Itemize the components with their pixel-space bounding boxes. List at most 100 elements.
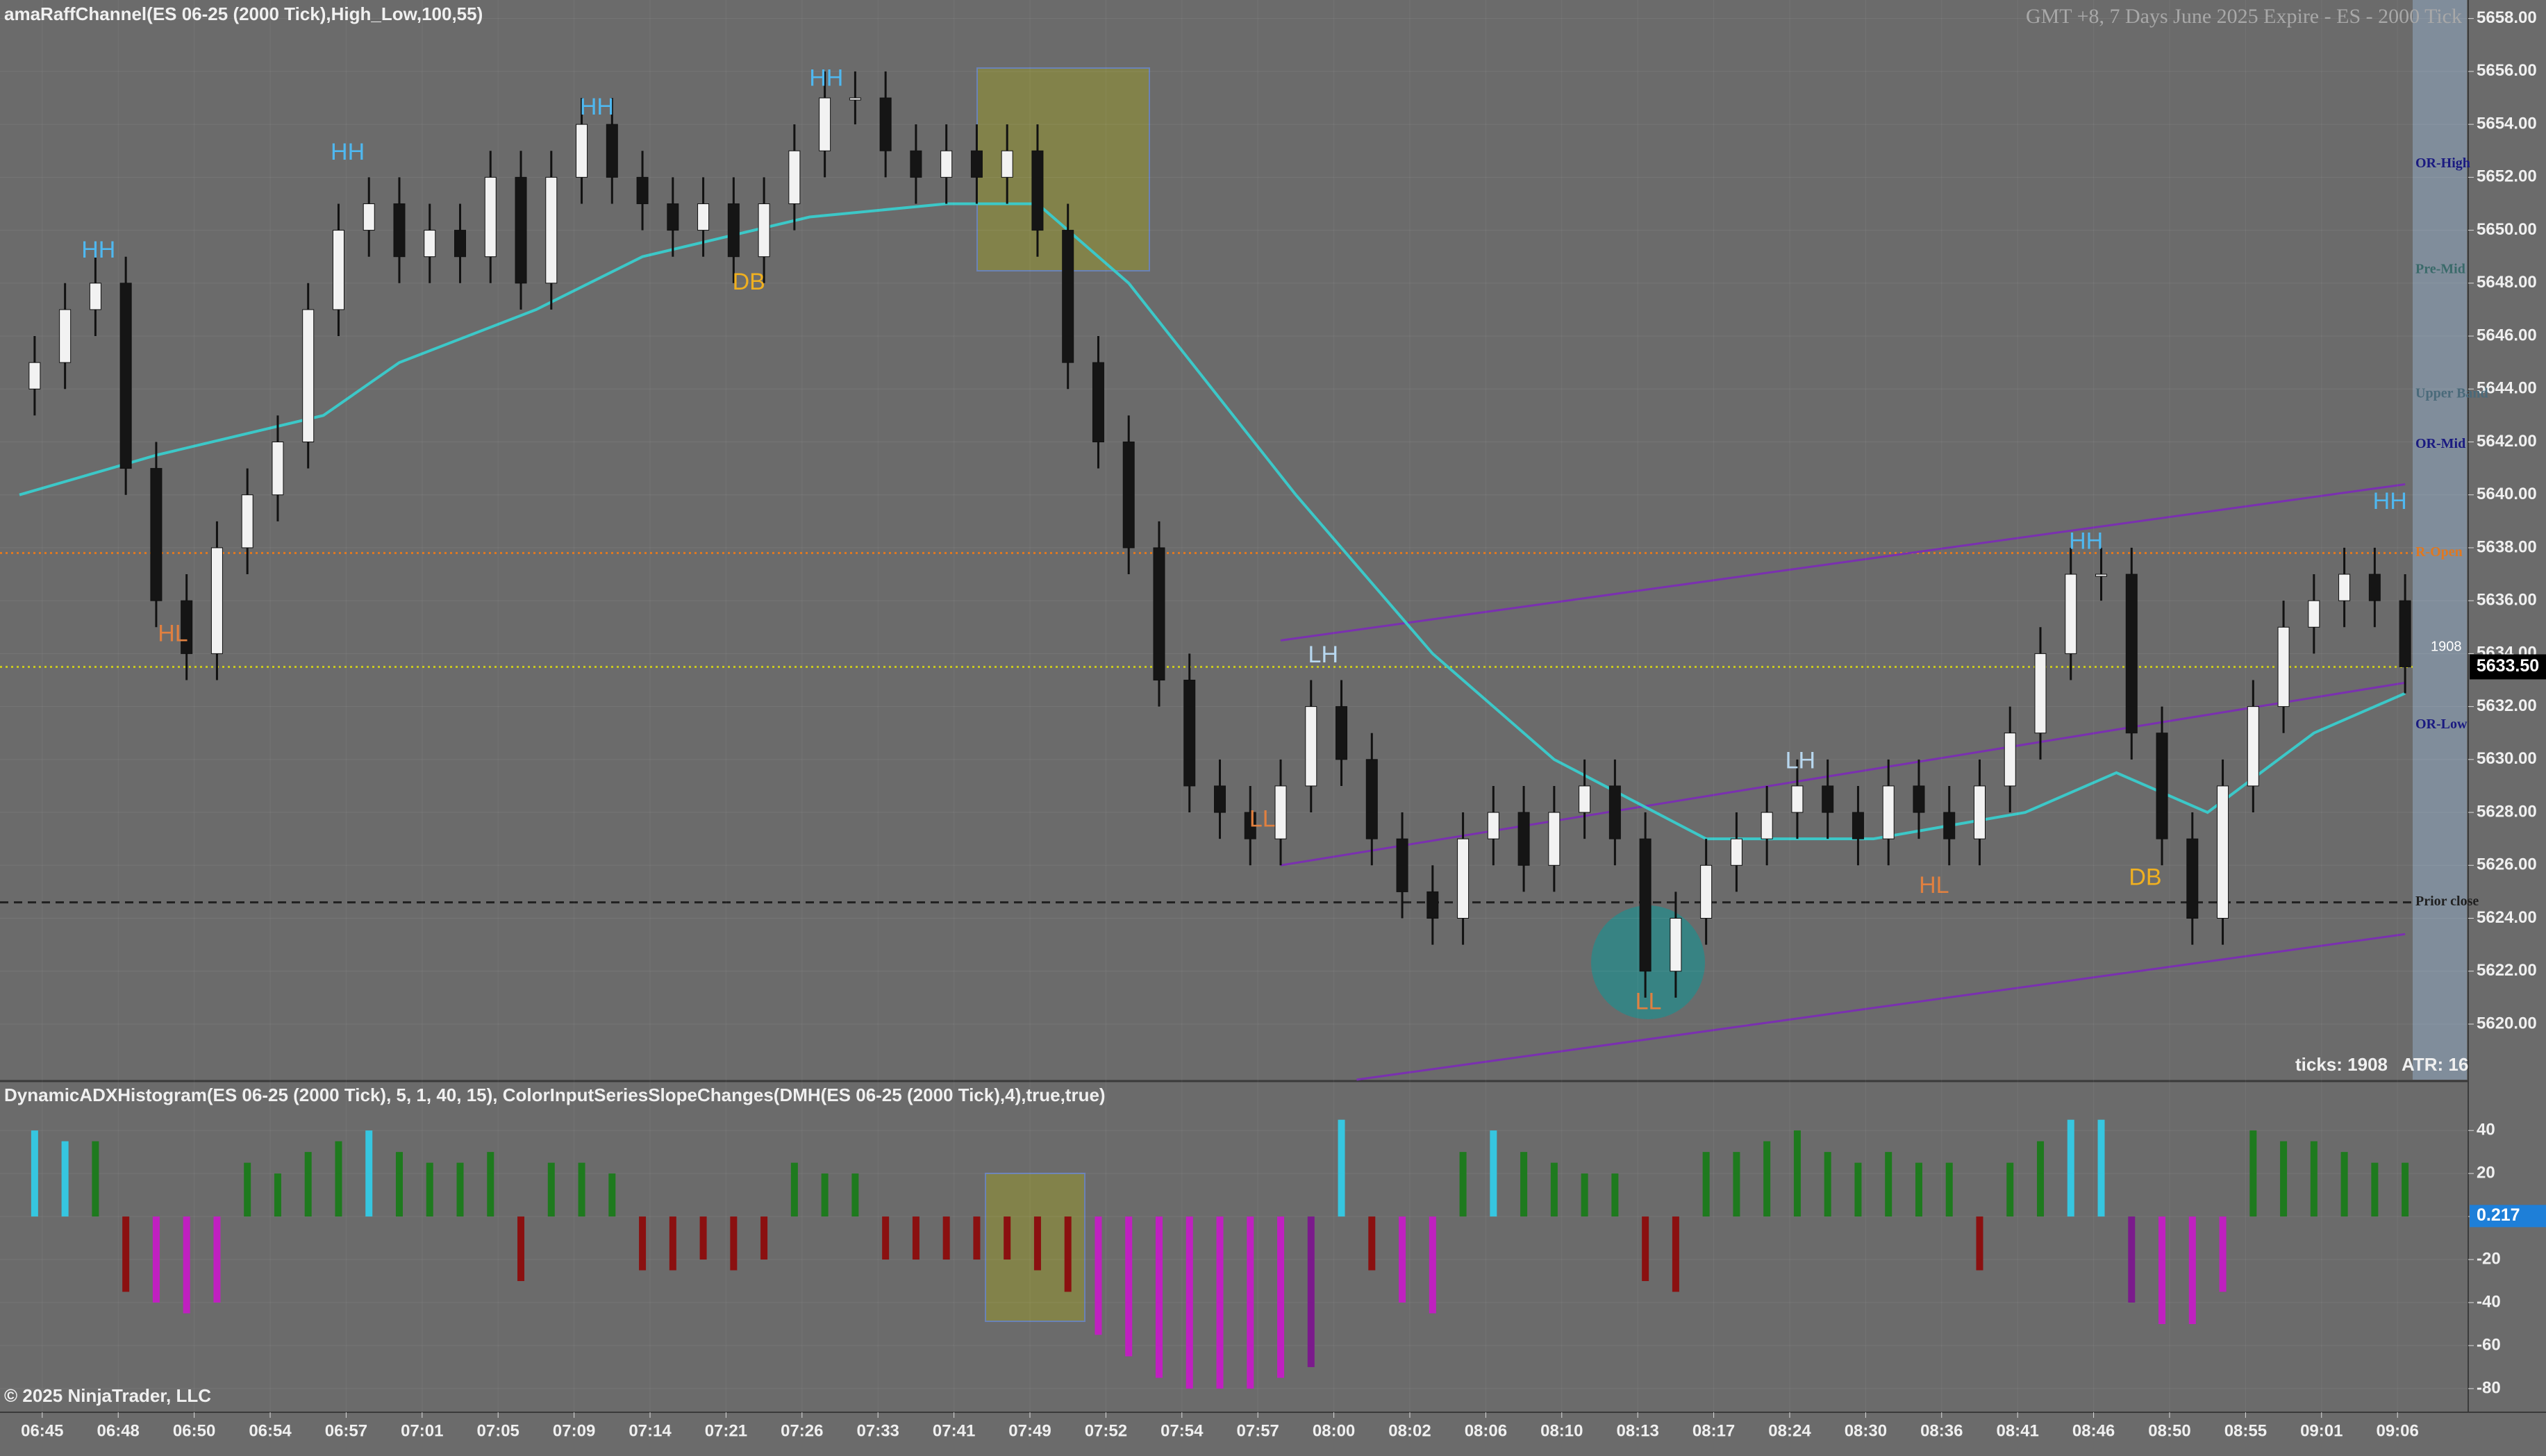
y-tick-label: 40 (2477, 1121, 2495, 1139)
candle-body (879, 97, 892, 151)
histogram-bar (426, 1162, 433, 1217)
swing-label: HH (81, 237, 115, 263)
y-tick-label: 5630.00 (2477, 749, 2537, 768)
x-tick-label: 07:57 (1237, 1421, 1279, 1440)
copyright: © 2025 NinjaTrader, LLC (4, 1385, 211, 1406)
x-tick-label: 09:06 (2376, 1421, 2418, 1440)
candle-body (241, 494, 253, 549)
candle-body (1913, 785, 1925, 813)
histogram-bar (2402, 1162, 2409, 1217)
histogram-bar (1429, 1216, 1436, 1314)
candle-body (393, 203, 406, 258)
candle-body (2308, 600, 2320, 628)
channel-line (1356, 932, 2406, 1081)
x-tick-label: 08:30 (1845, 1421, 1887, 1440)
histogram-bar (304, 1152, 312, 1217)
histogram-bar (2128, 1216, 2136, 1303)
candle-body (1973, 785, 1986, 839)
histogram-bar (1338, 1119, 1345, 1217)
histogram-bar (365, 1130, 373, 1217)
candle-body (2368, 574, 2381, 601)
histogram-bar (2280, 1141, 2288, 1217)
candle-body (910, 150, 922, 178)
histogram-bar (1763, 1141, 1771, 1217)
y-tick-label: 20 (2477, 1163, 2495, 1182)
level-label: R-Open (2415, 544, 2463, 560)
moving-average (19, 202, 2406, 841)
x-tick-label: 07:09 (553, 1421, 595, 1440)
histogram-bar (2249, 1130, 2257, 1217)
candle-body (1183, 679, 1196, 787)
channel-line (1280, 681, 2406, 867)
histogram-bar (2371, 1162, 2379, 1217)
histogram-bar (517, 1216, 525, 1282)
candle-body (1153, 547, 1165, 680)
histogram-bar (1307, 1216, 1315, 1367)
candle-body (424, 230, 436, 258)
histogram-bar (152, 1216, 160, 1303)
histogram-bar (1368, 1216, 1376, 1271)
swing-label: HH (580, 94, 614, 120)
histogram-bar (1611, 1173, 1619, 1217)
candle-body (2125, 574, 2138, 734)
y-tick-label: -60 (2477, 1335, 2501, 1354)
x-tick-label: 07:54 (1160, 1421, 1204, 1440)
candle-body (1700, 864, 1713, 919)
histogram-bar (2006, 1162, 2014, 1217)
histogram-bar (92, 1141, 99, 1217)
candle-body (2065, 574, 2077, 654)
y-tick-label: 5638.00 (2477, 537, 2537, 556)
candle-body (940, 150, 953, 178)
x-tick-label: 08:13 (1616, 1421, 1658, 1440)
x-tick-label: 08:50 (2148, 1421, 2190, 1440)
x-tick-label: 08:46 (2072, 1421, 2115, 1440)
chart-info: GMT +8, 7 Days June 2025 Expire - ES - 2… (2026, 5, 2462, 28)
y-tick-label: 5656.00 (2477, 61, 2537, 80)
histogram-bar (1399, 1216, 1406, 1303)
swing-label: HH (2373, 488, 2407, 514)
x-tick-label: 07:52 (1085, 1421, 1127, 1440)
level-label: Pre-Mid (2415, 261, 2465, 276)
x-tick-label: 07:26 (781, 1421, 823, 1440)
candle-body (1548, 812, 1561, 866)
y-tick-label: 5628.00 (2477, 802, 2537, 821)
x-tick-label: 08:24 (1768, 1421, 1811, 1440)
histogram-bar (2340, 1152, 2348, 1217)
candle-body (2186, 838, 2199, 919)
price-pane-title: amaRaffChannel(ES 06-25 (2000 Tick),High… (4, 3, 483, 24)
candle-body (181, 600, 193, 654)
histogram-bar (487, 1152, 494, 1217)
candle-body (515, 176, 527, 284)
histogram-bar (973, 1216, 981, 1260)
histogram-bar (1733, 1152, 1740, 1217)
histogram-bar (1581, 1173, 1588, 1217)
histogram-bar (1247, 1216, 1254, 1389)
x-tick-label: 06:48 (97, 1421, 140, 1440)
x-tick-label: 07:41 (933, 1421, 975, 1440)
histogram-bar (547, 1162, 555, 1217)
y-tick-label: -80 (2477, 1378, 2501, 1397)
histogram-bar (699, 1216, 707, 1260)
x-tick-label: 08:00 (1313, 1421, 1355, 1440)
histogram-bar (821, 1173, 829, 1217)
candle-body (119, 283, 132, 469)
histogram-bar (1125, 1216, 1133, 1357)
y-tick-label: 5654.00 (2477, 114, 2537, 133)
candle-body (1001, 150, 1013, 178)
candle-body (1517, 812, 1530, 866)
y-tick-label: -40 (2477, 1292, 2501, 1311)
y-tick-label: 5650.00 (2477, 220, 2537, 239)
histogram-bar (1216, 1216, 1224, 1389)
x-tick-label: 08:02 (1388, 1421, 1431, 1440)
y-tick-label: 5640.00 (2477, 485, 2537, 503)
histogram-bar (942, 1216, 950, 1260)
candle-body (2004, 733, 2016, 787)
value-marker-label: 0.217 (2477, 1205, 2520, 1225)
candle-body (727, 203, 740, 258)
histogram-bar (183, 1216, 190, 1314)
level-label: Upper Band (2415, 385, 2488, 401)
histogram-bar (31, 1130, 38, 1217)
y-tick-label: 5626.00 (2477, 855, 2537, 874)
x-tick-label: 07:33 (857, 1421, 899, 1440)
